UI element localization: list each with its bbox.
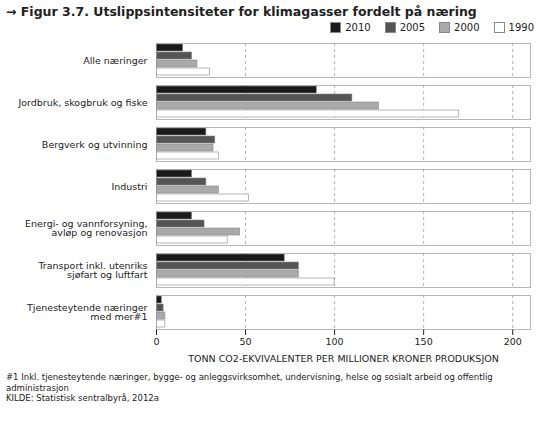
- svg-text:Tjenesteytende næringermed mer: Tjenesteytende næringermed mer#1: [26, 302, 148, 323]
- svg-text:Bergverk og utvinning: Bergverk og utvinning: [42, 139, 148, 150]
- svg-text:200: 200: [504, 336, 522, 347]
- html-text:2010: 2010: [345, 22, 371, 33]
- svg-text:50: 50: [240, 336, 252, 347]
- svg-text:Jordbruk, skogbruk og fiske: Jordbruk, skogbruk og fiske: [17, 97, 147, 108]
- svg-text:Energi- og vannforsyning,avløp: Energi- og vannforsyning,avløp og renova…: [25, 218, 147, 239]
- html-text:#1 Inkl. tjenesteytende næring: #1 Inkl. tjenesteytende næringer, bygge-…: [6, 372, 493, 393]
- svg-text:100: 100: [326, 336, 344, 347]
- html-text:1990: 1990: [508, 22, 534, 33]
- html-text:KILDE: Statistisk sentralbyrå,: KILDE: Statistisk sentralbyrå, 2012a: [6, 393, 159, 404]
- svg-text:Alle næringer: Alle næringer: [83, 55, 147, 66]
- svg-text:Transport inkl. utenrikssjøfar: Transport inkl. utenrikssjøfart og luftf…: [37, 260, 147, 281]
- svg-text:0: 0: [153, 336, 159, 347]
- svg-text:TONN CO2-EKVIVALENTER PER MILL: TONN CO2-EKVIVALENTER PER MILLIONER KRON…: [187, 353, 499, 364]
- svg-text:Industri: Industri: [111, 181, 147, 192]
- html-text:2005: 2005: [399, 22, 426, 33]
- html-text:2000: 2000: [454, 22, 480, 33]
- html-text:→ Figur 3.7. Utslippsintensite: → Figur 3.7. Utslippsintensiteter for kl…: [6, 4, 477, 19]
- svg-text:150: 150: [415, 336, 433, 347]
